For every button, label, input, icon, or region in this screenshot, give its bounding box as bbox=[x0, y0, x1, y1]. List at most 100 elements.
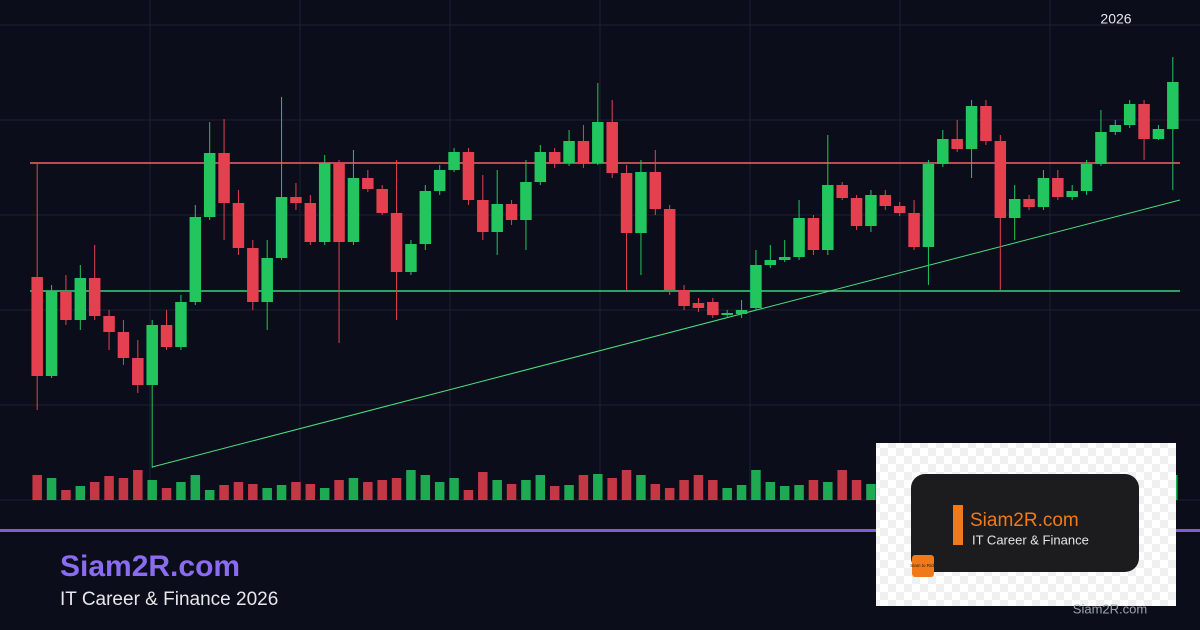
candle-body bbox=[347, 178, 360, 242]
candle-body bbox=[635, 172, 647, 233]
candle-body bbox=[304, 203, 317, 242]
candle-body bbox=[103, 316, 115, 332]
candle-body bbox=[1152, 129, 1165, 139]
candle-body bbox=[390, 213, 403, 272]
volume-bar bbox=[46, 478, 57, 500]
volume-bar bbox=[751, 470, 761, 500]
candle-body bbox=[45, 291, 58, 376]
volume-bar bbox=[492, 480, 502, 500]
candle-body bbox=[505, 204, 518, 220]
candle-body bbox=[1167, 82, 1179, 129]
candle-body bbox=[807, 218, 820, 250]
candle-body bbox=[462, 152, 475, 200]
candle-body bbox=[822, 185, 834, 250]
candle-body bbox=[750, 265, 762, 308]
volume-bar bbox=[679, 480, 689, 500]
volume-bar bbox=[147, 480, 157, 500]
candle-body bbox=[448, 152, 460, 170]
candle-body bbox=[362, 178, 374, 189]
candle-body bbox=[333, 163, 345, 242]
volume-bar bbox=[535, 475, 546, 500]
volume-bar bbox=[305, 484, 316, 500]
volume-bar bbox=[866, 484, 876, 500]
credit: Siam2R.com bbox=[1073, 601, 1147, 616]
volume-bar bbox=[32, 475, 42, 500]
volume-bar bbox=[391, 478, 402, 500]
candle-body bbox=[160, 325, 173, 347]
volume-bar bbox=[233, 482, 244, 500]
candle-body bbox=[405, 244, 417, 272]
volume-bar bbox=[837, 470, 847, 500]
volume-bar bbox=[636, 475, 646, 500]
volume-bar bbox=[607, 478, 617, 500]
volume-bar bbox=[722, 488, 732, 500]
candle-body bbox=[203, 153, 216, 217]
volume-bar bbox=[176, 482, 186, 500]
volume-bar bbox=[478, 472, 488, 500]
candle-body bbox=[606, 122, 618, 173]
candle-body bbox=[692, 303, 705, 308]
volume-bar bbox=[708, 480, 718, 500]
candle-body bbox=[879, 195, 892, 206]
candle-body bbox=[850, 198, 863, 226]
volume-bar bbox=[75, 486, 86, 500]
volume-bar bbox=[664, 488, 675, 500]
candle-body bbox=[60, 291, 72, 320]
trend-line bbox=[152, 199, 1181, 468]
candle-body bbox=[1123, 104, 1136, 125]
volume-bar bbox=[363, 482, 373, 500]
candle-body bbox=[721, 313, 733, 315]
volume-bar bbox=[104, 476, 114, 500]
candle-body bbox=[577, 141, 590, 163]
candle-body bbox=[189, 217, 202, 302]
volume-bar bbox=[89, 482, 100, 500]
candle-body bbox=[908, 213, 920, 247]
candle-body bbox=[937, 139, 949, 164]
candle-body bbox=[534, 152, 547, 182]
candle-body bbox=[175, 302, 187, 347]
logo-text: Siam to Rich bbox=[910, 563, 936, 568]
footer-subtitle: IT Career & Finance 2026 bbox=[60, 589, 278, 610]
logo-icon bbox=[912, 555, 934, 577]
volume-bar bbox=[348, 478, 359, 500]
candle-body bbox=[764, 260, 777, 265]
volume-bar bbox=[133, 470, 143, 500]
volume-bar bbox=[506, 484, 517, 500]
volume-bar bbox=[118, 478, 129, 500]
volume-bar bbox=[449, 478, 459, 500]
candle-body bbox=[261, 258, 273, 302]
candle-body bbox=[74, 278, 87, 320]
card-subtitle: IT Career & Finance bbox=[972, 532, 1089, 547]
candle-body bbox=[1037, 178, 1050, 207]
candle-body bbox=[980, 106, 992, 141]
volume-bar bbox=[463, 490, 474, 500]
candle-body bbox=[146, 325, 158, 385]
volume-bar bbox=[219, 485, 229, 500]
volume-bar bbox=[161, 488, 172, 500]
candle-body bbox=[707, 302, 719, 315]
volume-bar bbox=[204, 490, 215, 500]
candle-body bbox=[132, 358, 144, 385]
candle-body bbox=[433, 170, 446, 191]
candle-body bbox=[419, 191, 432, 244]
volume-bar bbox=[377, 480, 387, 500]
volume-bar bbox=[851, 480, 862, 500]
candle-body bbox=[218, 153, 230, 203]
candle-body bbox=[592, 122, 604, 163]
card bbox=[911, 474, 1139, 572]
volume-bar bbox=[291, 482, 301, 500]
candle-body bbox=[951, 139, 963, 149]
volume-bar bbox=[823, 482, 833, 500]
candle-body bbox=[563, 141, 575, 163]
grid bbox=[0, 0, 1200, 501]
candle-body bbox=[31, 277, 43, 376]
volume-bar bbox=[765, 482, 776, 500]
volume-bar bbox=[736, 485, 747, 500]
volume-bar bbox=[578, 475, 589, 500]
candle-body bbox=[1052, 178, 1064, 197]
year-label: 2026 bbox=[1100, 11, 1131, 27]
candle-body bbox=[376, 189, 388, 213]
volume-bar bbox=[549, 486, 560, 500]
candle-body bbox=[491, 204, 503, 232]
candle-body bbox=[1023, 199, 1035, 207]
